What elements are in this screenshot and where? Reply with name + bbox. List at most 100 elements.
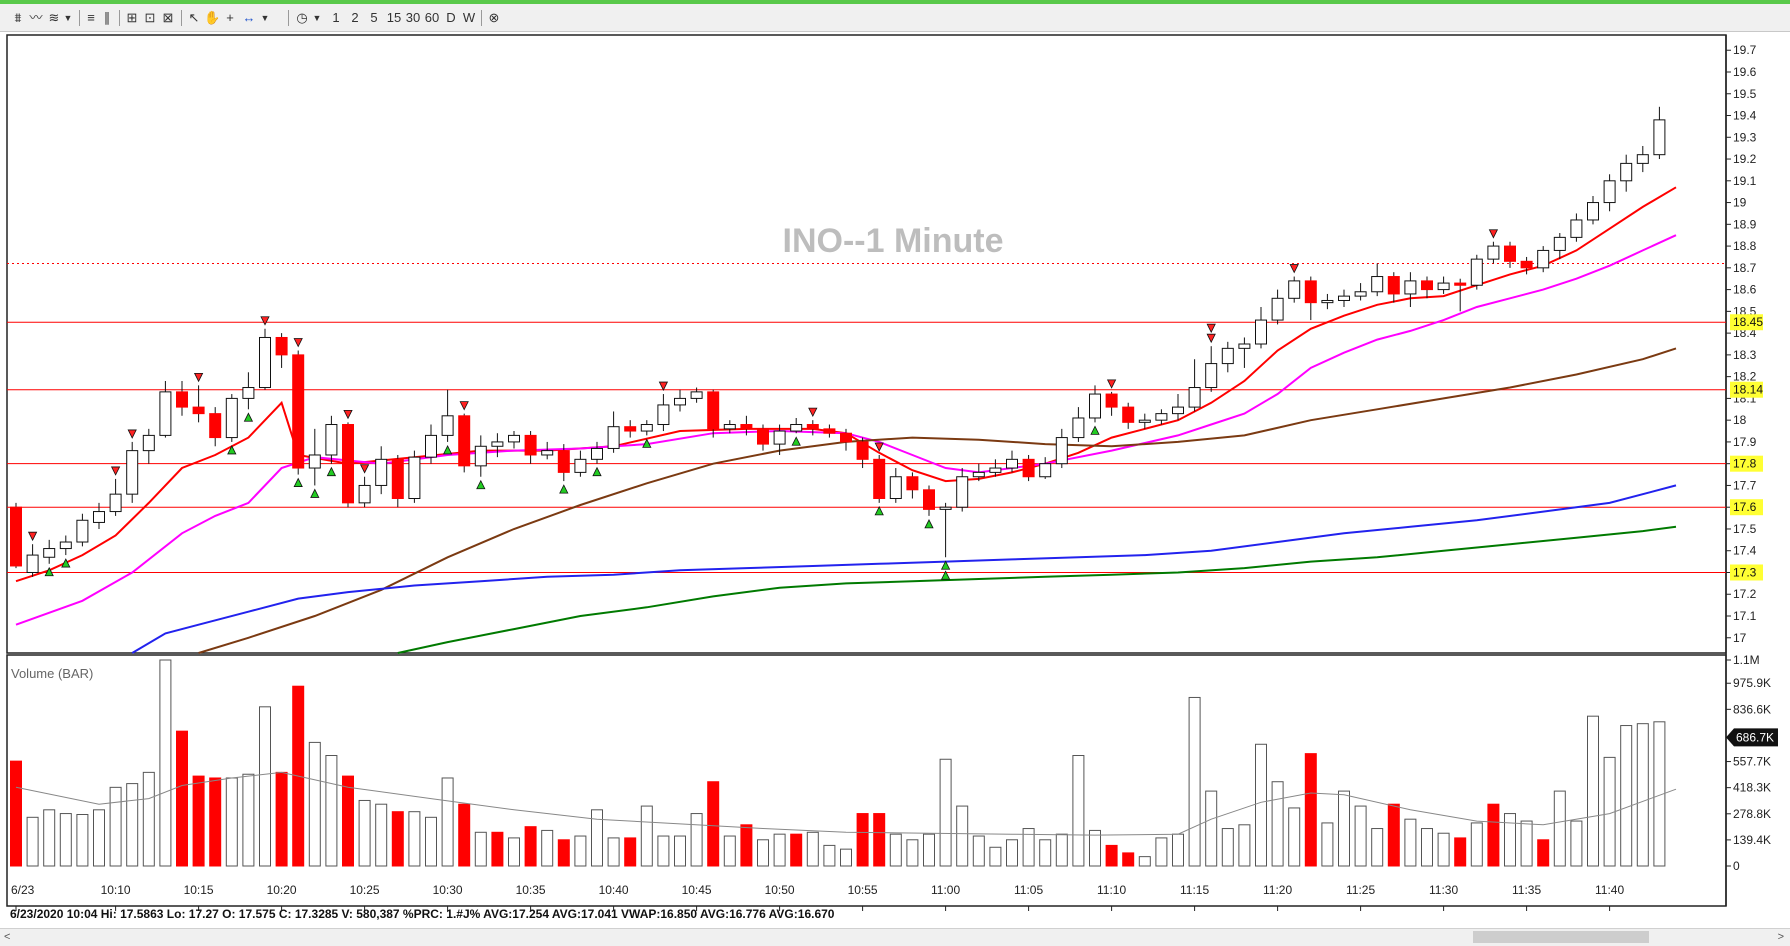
zoom-fit-icon[interactable]: ⊞ <box>126 10 138 25</box>
price-tick-label: 19.3 <box>1733 130 1757 144</box>
price-tick-label: 17.1 <box>1733 609 1757 623</box>
chart-toolbar: ⩩ 〰 ≋ ▼ ≡ ∥ ⊞ ⊡ ⊠ ↖ ✋ + ↔ ▼ ◷ ▼ 1 2 5 15… <box>0 4 1790 32</box>
interval-60-button[interactable]: 60 <box>424 10 440 25</box>
volume-bar <box>1122 852 1135 867</box>
interval-30-button[interactable]: 30 <box>405 10 421 25</box>
crosshair-icon[interactable]: + <box>226 10 234 25</box>
price-tick-label: 18 <box>1733 413 1747 427</box>
signal-up-marker <box>442 445 453 455</box>
zoom-out-icon[interactable]: ⊠ <box>162 10 174 25</box>
volume-bar <box>1138 856 1151 867</box>
close-chart-icon[interactable]: ⊗ <box>488 10 500 25</box>
price-tick-label: 18.7 <box>1733 261 1757 275</box>
volume-average-line <box>15 771 1677 836</box>
volume-bar <box>159 659 172 867</box>
cursor-icon[interactable]: ↖ <box>188 10 200 25</box>
time-tick-label: 10:10 <box>101 883 131 897</box>
candle-body <box>508 434 520 443</box>
signal-down-marker <box>260 316 270 326</box>
signal-up-marker <box>310 488 320 498</box>
interval-1-button[interactable]: 1 <box>332 10 340 25</box>
volume-bar <box>1437 832 1450 867</box>
volume-bar <box>1188 696 1201 867</box>
volume-bar <box>474 831 487 867</box>
horizontal-scrollbar[interactable]: < > <box>0 928 1790 946</box>
candle-body <box>1636 154 1649 164</box>
signal-up-marker <box>791 436 801 446</box>
candle-body <box>1338 295 1350 301</box>
volume-bar <box>109 786 122 867</box>
time-tick-label: 10:55 <box>848 883 878 897</box>
time-axis: 6/23 10:10 10:15 10:20 10:25 10:30 10:35 10:40 1… <box>11 883 1624 911</box>
price-tick-label: 19.1 <box>1733 174 1757 188</box>
candle-body <box>1620 162 1633 182</box>
chevron-down-icon[interactable]: ▼ <box>63 13 73 23</box>
clock-icon[interactable]: ◷ <box>296 10 308 25</box>
volume-bar <box>856 813 869 867</box>
scrollbar-thumb[interactable] <box>1473 931 1649 943</box>
candle-body <box>640 424 653 432</box>
candle-body <box>674 397 686 406</box>
indicator-icon[interactable]: ≋ <box>48 10 60 25</box>
candle-body <box>707 391 720 430</box>
time-tick-label: 10:20 <box>267 883 297 897</box>
candle-body <box>425 434 437 458</box>
hand-icon[interactable]: ✋ <box>204 10 221 25</box>
level-badge-label: 17.8 <box>1733 457 1757 471</box>
volume-bar <box>1487 803 1500 867</box>
signal-down-marker <box>27 531 38 542</box>
candle-body <box>956 476 969 508</box>
candle-body <box>1470 258 1483 286</box>
signal-down-marker <box>874 442 884 452</box>
interval-2-button[interactable]: 2 <box>351 10 359 25</box>
signal-up-marker <box>592 466 602 477</box>
price-axis: 17 17.1 17.2 17.3 17.4 17.5 17.6 17.7 17.8 17.9 18… <box>1726 43 1757 645</box>
chart-type-icon[interactable]: ⩩ <box>14 10 22 25</box>
signal-up-marker <box>227 445 237 455</box>
time-tick-label: 10:25 <box>350 883 380 897</box>
candle-body <box>1006 458 1018 469</box>
chart-canvas[interactable]: 1717.117.217.317.417.517.617.717.817.918… <box>0 32 1790 928</box>
interval-5-button[interactable]: 5 <box>370 10 378 25</box>
vlines-icon[interactable]: ∥ <box>103 10 111 25</box>
time-tick-label: 6/23 <box>11 883 35 897</box>
volume-bar <box>76 814 89 867</box>
price-tick-label: 19.4 <box>1733 109 1757 123</box>
volume-bar <box>142 771 155 867</box>
candle-body <box>773 430 786 445</box>
candle-body <box>1371 276 1384 293</box>
volume-bar <box>93 809 105 867</box>
volume-bar <box>441 777 454 867</box>
volume-tick-label: 557.7K <box>1733 755 1771 769</box>
chevron-down-icon[interactable]: ▼ <box>260 13 270 23</box>
signal-down-marker <box>1206 323 1216 334</box>
volume-bar <box>1537 839 1550 867</box>
measure-icon[interactable]: ↔ <box>242 10 256 25</box>
time-tick-label: 10:40 <box>599 883 629 897</box>
time-tick-label: 11:05 <box>1014 883 1043 897</box>
draw-icon[interactable]: 〰 <box>29 10 43 25</box>
price-tick-label: 18.6 <box>1733 283 1757 297</box>
hlines-icon[interactable]: ≡ <box>87 10 95 25</box>
signal-up-marker <box>476 479 486 490</box>
time-tick-label: 10:50 <box>765 883 795 897</box>
zoom-box-icon[interactable]: ⊡ <box>144 10 156 25</box>
price-tick-label: 17.4 <box>1733 544 1757 558</box>
price-tick-label: 17.9 <box>1733 435 1757 449</box>
volume-bar <box>541 829 554 867</box>
interval-15-button[interactable]: 15 <box>386 10 402 25</box>
volume-bar <box>1653 721 1666 867</box>
candle-body <box>723 424 736 430</box>
candle-body <box>1437 282 1450 291</box>
candle-body <box>142 434 155 452</box>
signal-down-marker <box>808 407 818 418</box>
signal-up-marker <box>940 560 951 570</box>
chevron-down-icon[interactable]: ▼ <box>312 13 322 23</box>
scroll-left-arrow[interactable]: < <box>4 931 11 943</box>
candle-body <box>1487 245 1500 260</box>
interval-daily-button[interactable]: D <box>446 10 456 25</box>
scroll-right-arrow[interactable]: > <box>1777 931 1784 943</box>
volume-tick-label: 836.6K <box>1733 702 1771 716</box>
interval-weekly-button[interactable]: W <box>462 10 476 25</box>
candle-body <box>308 454 321 469</box>
